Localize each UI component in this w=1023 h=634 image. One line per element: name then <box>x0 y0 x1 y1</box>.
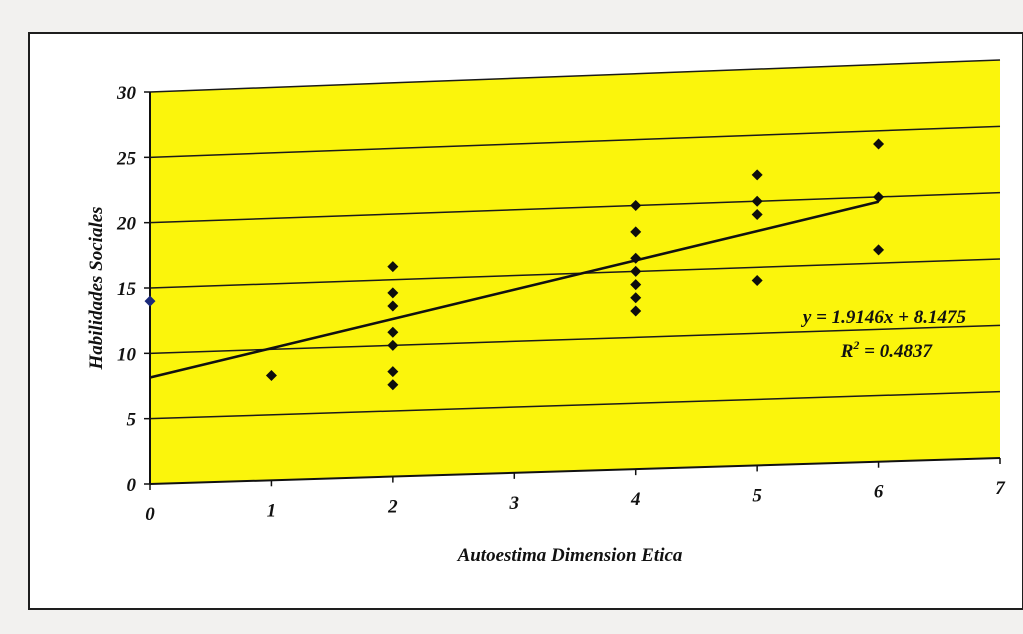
data-point <box>387 366 399 378</box>
data-point <box>630 226 642 238</box>
plot-area <box>150 60 1000 484</box>
gridline <box>149 258 1001 289</box>
r-squared-value: = 0.4837 <box>859 341 933 362</box>
data-point <box>630 292 642 304</box>
x-tick-label: 3 <box>509 493 520 514</box>
y-tick-label: 20 <box>116 214 137 235</box>
trendline-equation: y = 1.9146x + 8.1475 <box>801 307 967 328</box>
gridline <box>149 125 1001 159</box>
gridline <box>149 59 1001 93</box>
gridline <box>149 191 1001 224</box>
data-point <box>630 265 642 277</box>
data-point <box>873 244 885 256</box>
x-tick-label: 0 <box>145 504 155 525</box>
data-point <box>751 274 763 286</box>
x-tick-label: 4 <box>630 489 641 510</box>
data-point <box>873 191 885 203</box>
data-point <box>630 279 642 291</box>
y-tick-label: 5 <box>127 410 137 431</box>
r-squared-r: R <box>840 341 854 362</box>
r-squared-superscript: 2 <box>852 338 859 352</box>
data-point <box>873 138 885 150</box>
trendline <box>149 200 879 379</box>
data-point <box>630 305 642 317</box>
data-point <box>387 300 399 312</box>
gridline <box>149 324 1001 355</box>
data-point <box>387 326 399 338</box>
r-squared-label: R2 = 0.4837 <box>840 338 934 362</box>
x-tick-label: 1 <box>267 500 277 521</box>
y-axis-title: Habilidades Sociales <box>86 206 107 370</box>
x-tick-label: 2 <box>387 497 398 518</box>
x-tick-label: 5 <box>752 485 762 506</box>
data-point <box>630 200 642 212</box>
data-point <box>265 370 277 382</box>
data-point <box>144 295 156 307</box>
data-point <box>387 261 399 273</box>
data-point <box>751 195 763 207</box>
x-axis-title: Autoestima Dimension Etica <box>457 545 683 566</box>
data-point <box>630 252 642 264</box>
data-point <box>387 379 399 391</box>
y-tick-label: 25 <box>116 148 137 169</box>
y-tick-label: 10 <box>117 344 137 365</box>
y-tick-label: 0 <box>127 475 137 496</box>
x-tick-label: 6 <box>874 482 884 503</box>
gridline <box>149 390 1001 420</box>
data-point <box>751 169 763 181</box>
x-tick-label: 7 <box>995 478 1006 499</box>
data-point <box>387 339 399 351</box>
y-tick-label: 15 <box>117 279 137 300</box>
y-tick-label: 30 <box>116 83 137 104</box>
data-point <box>751 208 763 220</box>
data-point <box>387 287 399 299</box>
x-axis-line <box>149 457 1001 485</box>
